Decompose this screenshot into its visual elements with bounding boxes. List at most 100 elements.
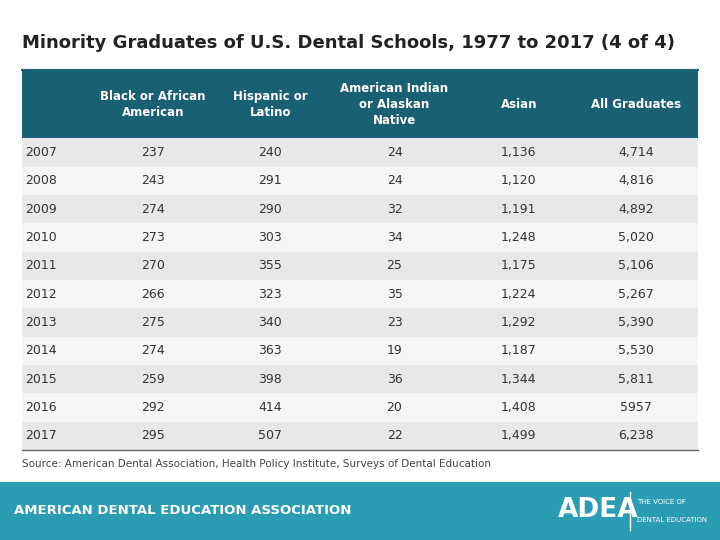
Text: 1,175: 1,175 bbox=[501, 259, 536, 272]
FancyBboxPatch shape bbox=[22, 393, 91, 422]
FancyBboxPatch shape bbox=[215, 252, 325, 280]
Text: 295: 295 bbox=[141, 429, 165, 442]
FancyBboxPatch shape bbox=[91, 138, 215, 166]
Text: Black or African
American: Black or African American bbox=[100, 90, 206, 119]
FancyBboxPatch shape bbox=[215, 337, 325, 365]
Text: 5,020: 5,020 bbox=[618, 231, 654, 244]
Text: 25: 25 bbox=[387, 259, 402, 272]
FancyBboxPatch shape bbox=[464, 337, 574, 365]
Text: THE VOICE OF: THE VOICE OF bbox=[637, 499, 686, 505]
FancyBboxPatch shape bbox=[91, 166, 215, 195]
Text: 36: 36 bbox=[387, 373, 402, 386]
FancyBboxPatch shape bbox=[464, 280, 574, 308]
FancyBboxPatch shape bbox=[215, 422, 325, 450]
FancyBboxPatch shape bbox=[464, 365, 574, 393]
FancyBboxPatch shape bbox=[574, 365, 698, 393]
FancyBboxPatch shape bbox=[574, 308, 698, 337]
Text: 32: 32 bbox=[387, 202, 402, 215]
FancyBboxPatch shape bbox=[464, 393, 574, 422]
FancyBboxPatch shape bbox=[464, 223, 574, 252]
FancyBboxPatch shape bbox=[574, 223, 698, 252]
FancyBboxPatch shape bbox=[464, 166, 574, 195]
FancyBboxPatch shape bbox=[91, 393, 215, 422]
FancyBboxPatch shape bbox=[464, 70, 574, 138]
Text: 24: 24 bbox=[387, 146, 402, 159]
FancyBboxPatch shape bbox=[325, 252, 464, 280]
FancyBboxPatch shape bbox=[325, 308, 464, 337]
Text: 303: 303 bbox=[258, 231, 282, 244]
Text: 5,390: 5,390 bbox=[618, 316, 654, 329]
Text: 323: 323 bbox=[258, 288, 282, 301]
FancyBboxPatch shape bbox=[464, 308, 574, 337]
FancyBboxPatch shape bbox=[464, 138, 574, 166]
FancyBboxPatch shape bbox=[215, 166, 325, 195]
Text: 20: 20 bbox=[387, 401, 402, 414]
FancyBboxPatch shape bbox=[91, 365, 215, 393]
FancyBboxPatch shape bbox=[574, 393, 698, 422]
FancyBboxPatch shape bbox=[325, 195, 464, 223]
FancyBboxPatch shape bbox=[91, 195, 215, 223]
Text: 237: 237 bbox=[141, 146, 165, 159]
Text: 5,106: 5,106 bbox=[618, 259, 654, 272]
FancyBboxPatch shape bbox=[464, 195, 574, 223]
Text: 507: 507 bbox=[258, 429, 282, 442]
Text: 1,187: 1,187 bbox=[501, 345, 536, 357]
Text: 5957: 5957 bbox=[621, 401, 652, 414]
Text: 2014: 2014 bbox=[25, 345, 57, 357]
Text: 240: 240 bbox=[258, 146, 282, 159]
FancyBboxPatch shape bbox=[215, 223, 325, 252]
FancyBboxPatch shape bbox=[91, 70, 215, 138]
FancyBboxPatch shape bbox=[91, 252, 215, 280]
FancyBboxPatch shape bbox=[574, 195, 698, 223]
Text: 1,136: 1,136 bbox=[501, 146, 536, 159]
Text: 1,224: 1,224 bbox=[501, 288, 536, 301]
FancyBboxPatch shape bbox=[215, 195, 325, 223]
Text: 266: 266 bbox=[141, 288, 165, 301]
Text: Source: American Dental Association, Health Policy Institute, Surveys of Dental : Source: American Dental Association, Hea… bbox=[22, 460, 490, 469]
Text: 2017: 2017 bbox=[25, 429, 57, 442]
Text: Minority Graduates of U.S. Dental Schools, 1977 to 2017 (4 of 4): Minority Graduates of U.S. Dental School… bbox=[22, 34, 675, 52]
FancyBboxPatch shape bbox=[22, 422, 91, 450]
FancyBboxPatch shape bbox=[325, 70, 464, 138]
Text: 1,292: 1,292 bbox=[501, 316, 536, 329]
FancyBboxPatch shape bbox=[215, 70, 325, 138]
Text: All Graduates: All Graduates bbox=[591, 98, 681, 111]
FancyBboxPatch shape bbox=[215, 365, 325, 393]
FancyBboxPatch shape bbox=[574, 70, 698, 138]
FancyBboxPatch shape bbox=[574, 422, 698, 450]
FancyBboxPatch shape bbox=[91, 308, 215, 337]
FancyBboxPatch shape bbox=[22, 70, 91, 138]
FancyBboxPatch shape bbox=[574, 166, 698, 195]
FancyBboxPatch shape bbox=[215, 280, 325, 308]
Text: American Indian
or Alaskan
Native: American Indian or Alaskan Native bbox=[341, 82, 449, 127]
FancyBboxPatch shape bbox=[22, 166, 91, 195]
Text: 4,892: 4,892 bbox=[618, 202, 654, 215]
Text: 1,191: 1,191 bbox=[501, 202, 536, 215]
Text: 5,267: 5,267 bbox=[618, 288, 654, 301]
FancyBboxPatch shape bbox=[325, 365, 464, 393]
Text: 19: 19 bbox=[387, 345, 402, 357]
FancyBboxPatch shape bbox=[22, 138, 91, 166]
Text: ADEA: ADEA bbox=[558, 497, 639, 523]
Text: 1,499: 1,499 bbox=[501, 429, 536, 442]
Text: 243: 243 bbox=[141, 174, 165, 187]
Text: Hispanic or
Latino: Hispanic or Latino bbox=[233, 90, 307, 119]
Text: 2015: 2015 bbox=[25, 373, 57, 386]
Text: 414: 414 bbox=[258, 401, 282, 414]
Text: 2012: 2012 bbox=[25, 288, 57, 301]
FancyBboxPatch shape bbox=[22, 223, 91, 252]
FancyBboxPatch shape bbox=[215, 393, 325, 422]
Text: 2011: 2011 bbox=[25, 259, 57, 272]
Text: Asian: Asian bbox=[500, 98, 537, 111]
Text: 363: 363 bbox=[258, 345, 282, 357]
FancyBboxPatch shape bbox=[22, 195, 91, 223]
FancyBboxPatch shape bbox=[215, 138, 325, 166]
Text: 274: 274 bbox=[141, 345, 165, 357]
FancyBboxPatch shape bbox=[0, 482, 720, 540]
FancyBboxPatch shape bbox=[91, 280, 215, 308]
FancyBboxPatch shape bbox=[574, 138, 698, 166]
Text: 2016: 2016 bbox=[25, 401, 57, 414]
FancyBboxPatch shape bbox=[325, 138, 464, 166]
FancyBboxPatch shape bbox=[574, 337, 698, 365]
Text: 1,120: 1,120 bbox=[501, 174, 536, 187]
